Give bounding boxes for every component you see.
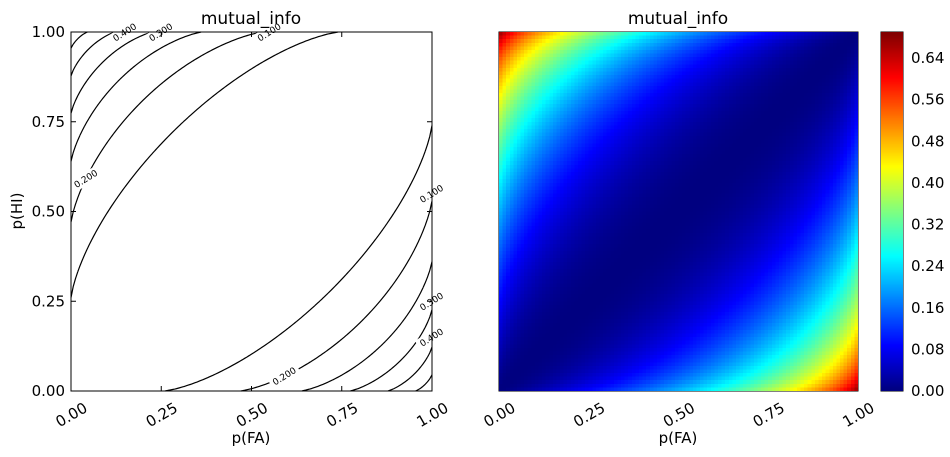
x-tick-label: 0.75 [750,399,788,431]
colorbar-tick-label: 0.08 [911,340,944,358]
x-tick-label: 1.00 [840,399,878,431]
colorbar-tick-label: 0.64 [911,49,944,67]
colorbar-tick-label: 0.00 [911,382,944,400]
contour-label-gap [69,165,103,193]
colorbar-tick-label: 0.48 [911,132,944,150]
x-tick-label: 0.75 [323,399,361,431]
heatmap-image [499,32,858,391]
heatmap-title: mutual_info [628,9,728,29]
x-tick-label: 0.00 [53,399,91,431]
contour-plot-area [71,32,432,391]
contour-y-axis-label: p(HI) [8,193,26,230]
colorbar-tick-label: 0.40 [911,174,944,192]
colorbar-tick-label: 0.16 [911,299,944,317]
x-tick-label: 0.50 [660,399,698,431]
colorbar-tick-label: 0.24 [911,257,944,275]
x-tick-label: 0.25 [143,399,181,431]
y-tick-label: 1.00 [32,23,65,41]
y-tick-label: 0.25 [32,292,65,310]
x-tick-label: 0.00 [481,399,519,431]
y-tick-label: 0.75 [32,113,65,131]
colorbar-gradient [881,32,903,391]
x-tick-label: 0.50 [233,399,271,431]
colorbar-tick-label: 0.32 [911,216,944,234]
contour-lines [70,31,433,392]
heatmap-x-axis-label: p(FA) [659,429,698,447]
x-tick-label: 1.00 [414,399,452,431]
x-tick-label: 0.25 [570,399,608,431]
colorbar-tick-label: 0.56 [911,91,944,109]
y-tick-label: 0.50 [32,203,65,221]
contour-title: mutual_info [201,9,301,29]
contour-panel: 0.400 0.3000.2000.1000.1000.2000.3000.400… [8,9,451,447]
contour-y-ticks: 0.00 0.25 0.50 0.75 1.00 [32,23,432,400]
y-tick-label: 0.00 [32,382,65,400]
contour-x-axis-label: p(FA) [232,429,271,447]
contour-label-gap [267,362,302,390]
